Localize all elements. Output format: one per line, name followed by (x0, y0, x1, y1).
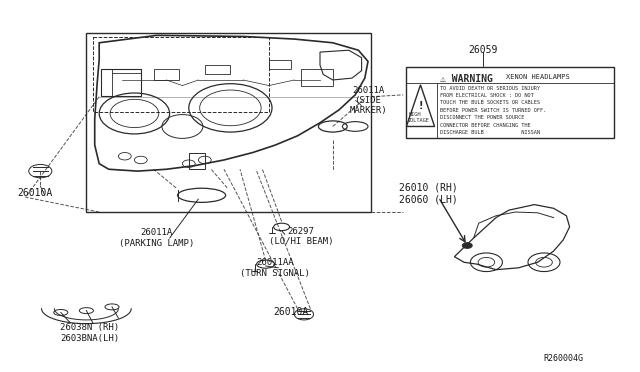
Bar (301, 69, 333, 86)
Text: TOUCH THE BULB SOCKETS OR CABLES: TOUCH THE BULB SOCKETS OR CABLES (440, 100, 540, 105)
Text: 26010 (RH)
26060 (LH): 26010 (RH) 26060 (LH) (399, 183, 458, 204)
Text: 26038N (RH)
2603BNA(LH): 26038N (RH) 2603BNA(LH) (60, 323, 119, 343)
Text: 26011A
(PARKING LAMP): 26011A (PARKING LAMP) (119, 228, 195, 248)
Circle shape (462, 243, 472, 248)
Text: 26011AA
(TURN SIGNAL): 26011AA (TURN SIGNAL) (240, 258, 310, 278)
Text: DISCHARGE BULB            NISSAN: DISCHARGE BULB NISSAN (440, 130, 540, 135)
Text: 26011A
(SIDE
MARKER): 26011A (SIDE MARKER) (349, 86, 387, 115)
Text: XENON HEADLAMPS: XENON HEADLAMPS (506, 74, 570, 80)
Text: FROM ELECTRICAL SHOCK : DO NOT: FROM ELECTRICAL SHOCK : DO NOT (440, 93, 533, 98)
Bar (101, 69, 141, 96)
Text: R260004G: R260004G (543, 355, 583, 363)
Bar (406, 67, 614, 138)
Bar (205, 65, 230, 74)
Text: !: ! (418, 101, 423, 110)
Text: 26059: 26059 (468, 45, 498, 55)
Text: 26010A: 26010A (273, 308, 309, 317)
Text: HIGH
VOLTAGE: HIGH VOLTAGE (408, 112, 430, 123)
Text: 26010A: 26010A (17, 189, 53, 198)
Text: CONNECTOR BEFORE CHANGING THE: CONNECTOR BEFORE CHANGING THE (440, 123, 531, 128)
Text: ⚠ WARNING: ⚠ WARNING (440, 74, 493, 84)
Text: BEFORE POWER SWITCH IS TURNED OFF.: BEFORE POWER SWITCH IS TURNED OFF. (440, 108, 546, 113)
Text: DISCONNECT THE POWER SOURCE: DISCONNECT THE POWER SOURCE (440, 115, 524, 120)
Text: 26297
(LO/HI BEAM): 26297 (LO/HI BEAM) (269, 227, 333, 246)
Text: TO AVOID DEATH OR SERIOUS INJURY: TO AVOID DEATH OR SERIOUS INJURY (440, 86, 540, 90)
Bar (154, 69, 179, 80)
Bar (269, 60, 291, 69)
